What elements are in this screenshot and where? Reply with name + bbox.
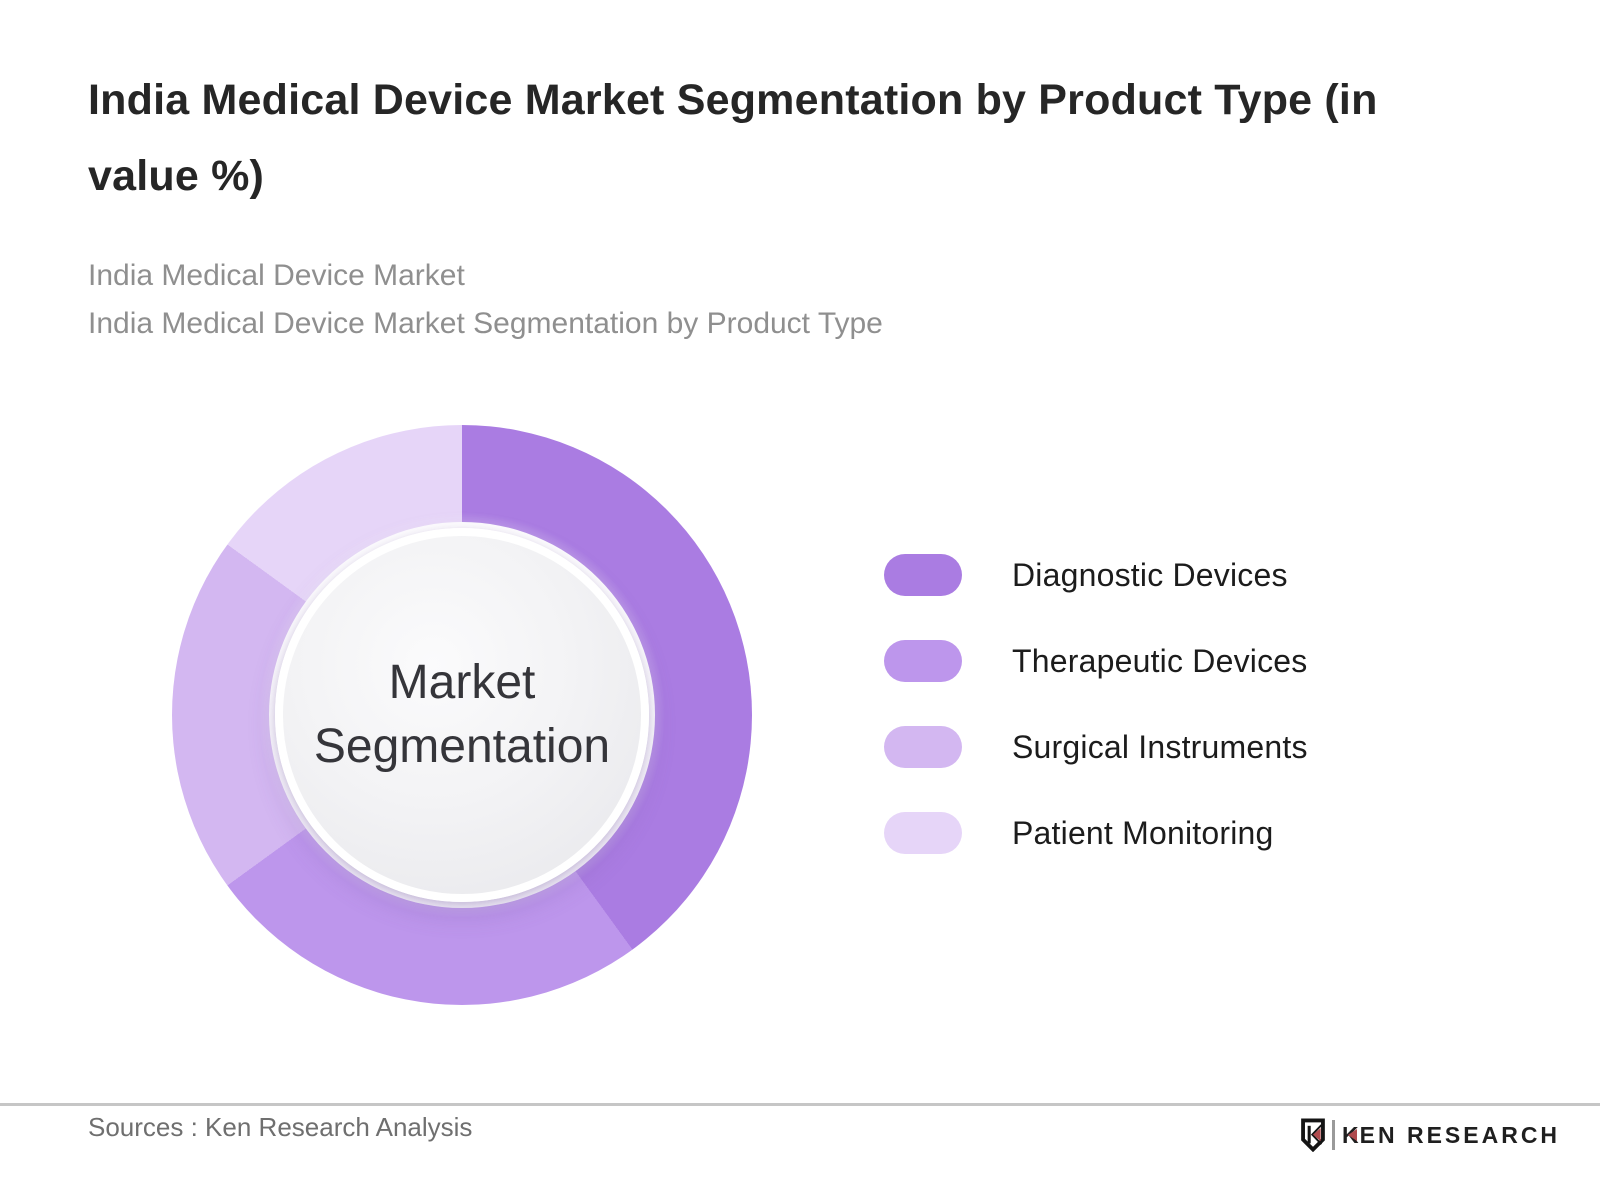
legend-label: Diagnostic Devices [1012, 556, 1288, 593]
page-title: India Medical Device Market Segmentation… [88, 76, 1378, 200]
legend-item-patient-monitoring: Patient Monitoring [884, 812, 1308, 854]
subtitle: India Medical Device Market India Medica… [88, 252, 883, 348]
donut-chart: Market Segmentation [172, 425, 752, 1005]
brand-k-triangle-icon [1347, 1129, 1357, 1141]
center-label-line-1: Market [388, 656, 536, 709]
donut-center-disc [275, 528, 649, 902]
legend-swatch-icon [884, 726, 962, 768]
subtitle-line-2: India Medical Device Market Segmentation… [88, 307, 883, 340]
ken-research-shield-icon [1301, 1118, 1325, 1152]
logo-divider [1332, 1120, 1335, 1150]
brand-rest: EN RESEARCH [1359, 1121, 1561, 1148]
source-note: Sources : Ken Research Analysis [88, 1112, 473, 1142]
brand-wordmark: K EN RESEARCH [1342, 1122, 1560, 1149]
legend-label: Surgical Instruments [1012, 728, 1308, 765]
legend-swatch-icon [884, 554, 962, 596]
legend-item-surgical-instruments: Surgical Instruments [884, 726, 1308, 768]
legend-item-diagnostic-devices: Diagnostic Devices [884, 554, 1308, 596]
legend-label: Patient Monitoring [1012, 814, 1274, 851]
center-label-line-2: Segmentation [313, 720, 611, 773]
subtitle-line-1: India Medical Device Market [88, 259, 465, 292]
footer-divider [0, 1103, 1600, 1106]
legend-item-therapeutic-devices: Therapeutic Devices [884, 640, 1308, 682]
legend-swatch-icon [884, 640, 962, 682]
legend-swatch-icon [884, 812, 962, 854]
chart-legend: Diagnostic Devices Therapeutic Devices S… [884, 554, 1308, 898]
legend-label: Therapeutic Devices [1012, 642, 1308, 679]
donut-center-label: Market Segmentation [314, 651, 610, 779]
ken-research-logo: K EN RESEARCH [1300, 1118, 1560, 1152]
